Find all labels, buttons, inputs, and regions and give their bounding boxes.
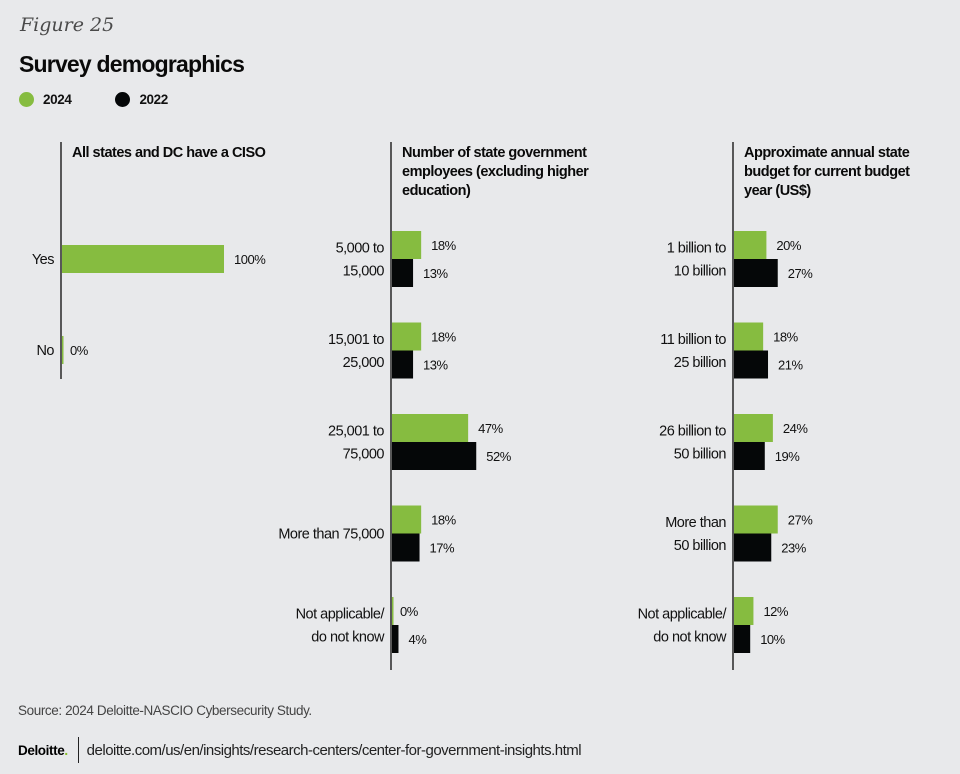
- data-label: 18%: [773, 330, 798, 345]
- bar-2022: [392, 625, 399, 653]
- category-label: More than: [665, 515, 726, 531]
- data-label: 18%: [431, 330, 456, 345]
- data-label: 13%: [423, 358, 448, 373]
- data-label: 18%: [431, 238, 456, 253]
- bar-2022: [734, 442, 765, 470]
- data-label: 13%: [423, 266, 448, 281]
- deloitte-logo: Deloitte.: [18, 743, 68, 758]
- bar-2024: [62, 245, 224, 273]
- category-label: do not know: [653, 630, 727, 646]
- data-label: 17%: [430, 541, 455, 556]
- data-label: 4%: [408, 632, 427, 647]
- footer-divider: [77, 737, 79, 763]
- brand-name: Deloitte: [18, 742, 65, 758]
- data-label: 19%: [775, 449, 800, 464]
- bar-2024: [392, 414, 469, 442]
- legend-label-2022: 2022: [139, 92, 168, 107]
- bar-2024: [392, 505, 422, 534]
- bar-2022: [734, 259, 778, 287]
- legend-swatch-2024: [19, 92, 34, 107]
- category-label: 75,000: [343, 447, 385, 463]
- category-label: 25,000: [343, 355, 385, 371]
- legend-label-2024: 2024: [43, 92, 72, 107]
- footer-url-link[interactable]: deloitte.com/us/en/insights/research-cen…: [86, 741, 582, 759]
- panel-1: All states and DC have a CISO Yes 100% No 0%: [32, 142, 267, 379]
- bar-2022: [392, 350, 414, 379]
- bar-2024: [392, 597, 394, 625]
- data-label: 47%: [478, 421, 503, 436]
- bar-2024: [734, 414, 773, 442]
- data-label: 27%: [788, 266, 813, 281]
- brand-dot: .: [64, 742, 68, 758]
- category-label: 15,000: [343, 264, 385, 280]
- legend-item-2022: 2022: [115, 92, 168, 107]
- category-label: 26 billion to: [659, 424, 726, 440]
- data-label: 100%: [234, 252, 266, 267]
- category-label: 5,000 to: [336, 241, 385, 257]
- bar-2022: [734, 625, 751, 653]
- panel-title-line: budget for current budget: [744, 164, 910, 180]
- category-label: 1 billion to: [667, 241, 727, 257]
- data-label: 12%: [763, 604, 788, 619]
- category-label: do not know: [311, 630, 385, 646]
- data-label: 18%: [431, 513, 456, 528]
- figure-label: Figure 25: [20, 14, 115, 36]
- category-label: 11 billion to: [660, 332, 726, 348]
- bar-2024: [734, 322, 764, 351]
- category-label: 25 billion: [674, 355, 727, 371]
- bar-2022: [392, 533, 420, 562]
- legend-item-2024: 2024: [19, 92, 72, 107]
- category-label: Not applicable/: [296, 607, 386, 623]
- footer: Deloitte. deloitte.com/us/en/insights/re…: [18, 737, 582, 763]
- bar-2024: [734, 597, 754, 625]
- category-label: 15,001 to: [328, 332, 384, 348]
- bar-2022: [392, 259, 414, 287]
- category-label: Not applicable/: [638, 607, 728, 623]
- panel-title-line: education): [402, 183, 471, 199]
- bar-2024: [392, 231, 422, 259]
- source-note: Source: 2024 Deloitte-NASCIO Cybersecuri…: [18, 703, 312, 718]
- bar-2022: [734, 350, 769, 379]
- panel-title-line: All states and DC have a CISO: [72, 145, 266, 161]
- category-label: No: [36, 343, 54, 359]
- data-label: 21%: [778, 358, 803, 373]
- panel-title-line: employees (excluding higher: [402, 164, 589, 180]
- legend: 2024 2022: [19, 92, 212, 107]
- category-label: 50 billion: [674, 538, 727, 554]
- bar-2024: [62, 336, 64, 364]
- data-label: 52%: [486, 449, 511, 464]
- category-label: 25,001 to: [328, 424, 384, 440]
- data-label: 27%: [788, 513, 813, 528]
- panel-title-line: Number of state government: [402, 145, 587, 161]
- data-label: 0%: [400, 604, 419, 619]
- data-label: 24%: [783, 421, 808, 436]
- category-label: 10 billion: [674, 264, 727, 280]
- bar-2024: [392, 322, 422, 351]
- data-label: 23%: [781, 541, 806, 556]
- chart-title: Survey demographics: [19, 51, 245, 77]
- data-label: 0%: [70, 343, 89, 358]
- category-label: More than 75,000: [278, 527, 384, 543]
- panel-3: Approximate annual state budget for curre…: [638, 142, 911, 670]
- data-label: 20%: [776, 238, 801, 253]
- bar-2024: [734, 505, 778, 534]
- panel-2: Number of state government employees (exc…: [278, 142, 590, 670]
- category-label: Yes: [32, 252, 54, 268]
- category-label: 50 billion: [674, 447, 727, 463]
- bar-2022: [734, 533, 772, 562]
- data-label: 10%: [760, 632, 785, 647]
- legend-swatch-2022: [115, 92, 131, 107]
- bar-2024: [734, 231, 767, 259]
- panel-title-line: year (US$): [744, 183, 811, 199]
- bar-2022: [392, 442, 477, 470]
- panel-title-line: Approximate annual state: [744, 145, 910, 161]
